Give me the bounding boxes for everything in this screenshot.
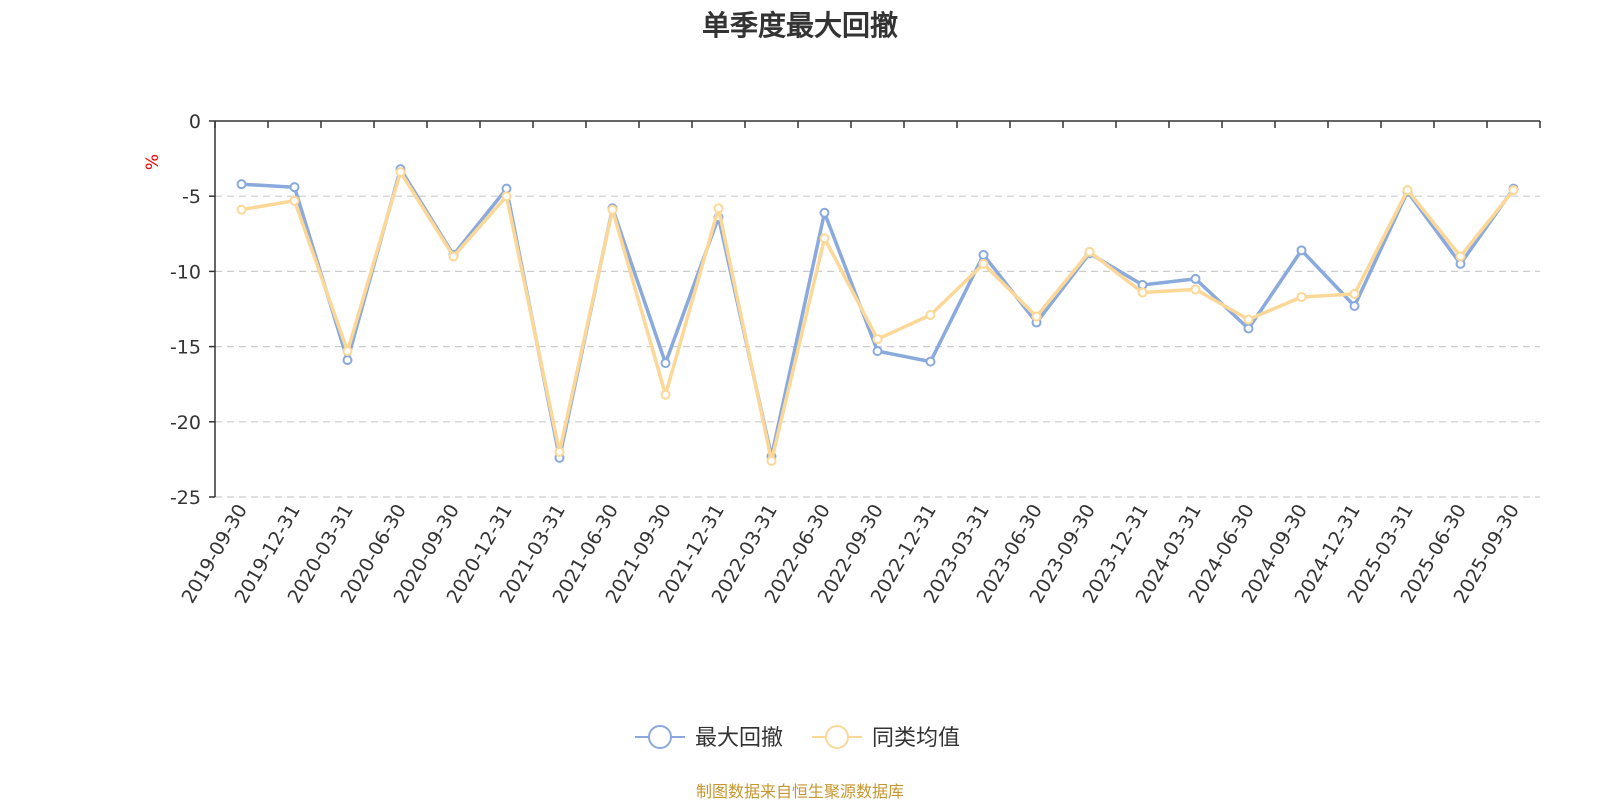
series-1-point bbox=[978, 249, 989, 260]
series-2-point bbox=[978, 258, 989, 269]
series-2-point bbox=[342, 346, 353, 357]
y-tick-label: -20 bbox=[170, 412, 201, 434]
series-2-point bbox=[1243, 314, 1254, 325]
series-2-point bbox=[925, 310, 936, 321]
series-2-point bbox=[1349, 288, 1360, 299]
series-1-point bbox=[819, 207, 830, 218]
series-2-point bbox=[236, 204, 247, 215]
y-tick-label: -5 bbox=[182, 186, 201, 208]
series-2-point bbox=[395, 167, 406, 178]
series-1-point bbox=[1190, 273, 1201, 284]
series-2-point bbox=[872, 334, 883, 345]
series-2-point bbox=[607, 204, 618, 215]
series-2-point bbox=[766, 455, 777, 466]
series-2-point bbox=[660, 389, 671, 400]
series-1-point bbox=[925, 356, 936, 367]
series-2-point bbox=[713, 203, 724, 214]
y-tick-label: 0 bbox=[189, 111, 201, 133]
series-2-point bbox=[1084, 246, 1095, 257]
series-2-point bbox=[1190, 284, 1201, 295]
series-1-point bbox=[872, 346, 883, 357]
series-1-point bbox=[1296, 245, 1307, 256]
series-2-point bbox=[1402, 185, 1413, 196]
series-2-point bbox=[1296, 291, 1307, 302]
series-1-point bbox=[1243, 323, 1254, 334]
legend-label-2: 同类均值 bbox=[872, 726, 960, 751]
y-tick-label: -10 bbox=[170, 261, 201, 283]
series-line-1 bbox=[241, 167, 1515, 460]
series-2-point bbox=[1031, 311, 1042, 322]
series-2-point bbox=[819, 233, 830, 244]
source-note: 制图数据来自恒生聚源数据库 bbox=[695, 782, 904, 801]
series-2-point bbox=[289, 195, 300, 206]
series-1-point bbox=[1349, 300, 1360, 311]
series-1-point bbox=[236, 179, 247, 190]
series-2-point bbox=[1508, 185, 1519, 196]
series-2-point bbox=[448, 251, 459, 262]
series-1-point bbox=[342, 355, 353, 366]
legend-marker-1 bbox=[648, 725, 672, 749]
series-2-point bbox=[1137, 287, 1148, 298]
series-1-point bbox=[660, 358, 671, 369]
legend-marker-2 bbox=[825, 725, 849, 749]
series-1-point bbox=[289, 182, 300, 193]
series-2-point bbox=[501, 191, 512, 202]
y-tick-label: -15 bbox=[170, 337, 201, 359]
y-axis-unit-label: % bbox=[143, 154, 163, 170]
series-2-point bbox=[554, 446, 565, 457]
legend-label-1: 最大回撤 bbox=[695, 726, 783, 751]
y-tick-label: -25 bbox=[170, 487, 201, 509]
series-line-2 bbox=[241, 170, 1515, 463]
chart-title: 单季度最大回撤 bbox=[701, 9, 898, 42]
series-2-point bbox=[1455, 251, 1466, 262]
